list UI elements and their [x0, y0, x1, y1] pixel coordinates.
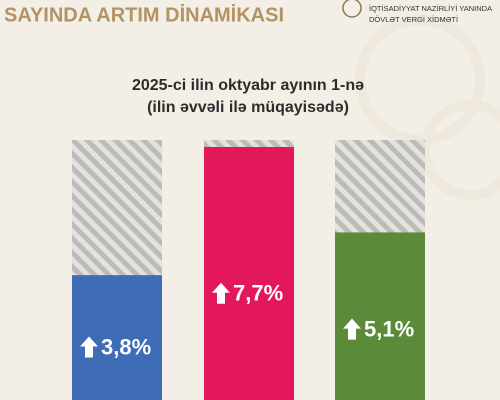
chart-subtitle: 2025-ci ilin oktyabr ayının 1-nə	[132, 77, 364, 94]
up-arrow-icon	[212, 282, 230, 304]
value-label-group: 5,1%	[343, 316, 414, 341]
chart-title: SAYINDA ARTIM DİNAMİKASI	[4, 3, 284, 26]
logo-text: DÖVLƏT VERGİ XİDMƏTİ	[369, 15, 458, 24]
logo-text: İQTİSADİYYAT NAZİRLİYİ YANINDA	[369, 4, 492, 13]
value-label: 3,8%	[101, 334, 151, 359]
value-label-group: 3,8%	[80, 334, 151, 359]
logo-emblem	[342, 0, 362, 18]
bar	[335, 232, 425, 400]
chart-subtitle: (ilin əvvəli ilə müqayisədə)	[147, 99, 349, 116]
bar	[204, 147, 294, 400]
value-label: 7,7%	[233, 281, 283, 306]
bar	[72, 275, 162, 400]
value-label: 5,1%	[364, 316, 414, 341]
value-label-group: 7,7%	[212, 281, 283, 306]
up-arrow-icon	[80, 336, 98, 358]
up-arrow-icon	[343, 318, 361, 340]
